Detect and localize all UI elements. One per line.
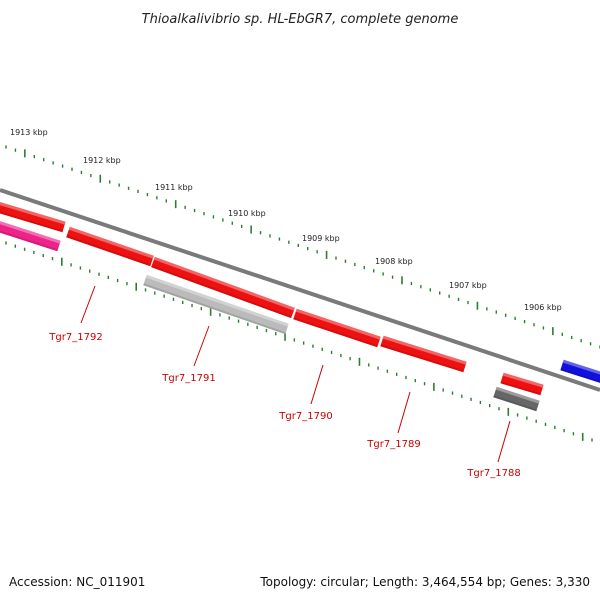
scale-label: 1906 kbp <box>524 303 562 312</box>
gene-label-leader <box>497 420 511 463</box>
genome-backbone <box>0 188 600 392</box>
gene-bar-shade <box>293 317 378 348</box>
gene-label: Tgr7_1789 <box>366 439 420 450</box>
gene-feature <box>380 335 467 373</box>
gene-bar-highlight <box>495 386 540 404</box>
gene-bar <box>493 386 540 412</box>
scale-labels: 1913 kbp 1912 kbp 1911 kbp 1910 kbp 1909 kbp… <box>10 128 562 312</box>
gene-label: Tgr7_1792 <box>48 332 102 343</box>
outer-tick-track <box>5 145 600 349</box>
gene-feature <box>560 359 600 385</box>
gene-labels: Tgr7_1792 Tgr7_1791 Tgr7_1790 Tgr7_1789 Tgr7… <box>48 285 521 479</box>
scale-label: 1907 kbp <box>449 281 487 290</box>
gene-feature <box>500 372 544 396</box>
gene-feature <box>293 308 381 348</box>
genome-summary-text: Topology: circular; Length: 3,464,554 bp… <box>259 575 590 589</box>
scale-label: 1909 kbp <box>302 234 340 243</box>
gene-features <box>0 200 600 412</box>
gene-label: Tgr7_1790 <box>278 411 332 422</box>
gene-bar-shade <box>0 228 58 252</box>
gene-label: Tgr7_1788 <box>466 468 520 479</box>
gene-bar-highlight <box>145 274 289 327</box>
gene-label-leader <box>397 391 411 434</box>
scale-label: 1910 kbp <box>228 209 266 218</box>
gene-bar-shade <box>560 368 600 385</box>
gene-bar <box>560 359 600 385</box>
gene-bar <box>0 219 61 252</box>
gene-bar-highlight <box>382 335 467 365</box>
gene-feature <box>66 226 154 267</box>
gene-bar-highlight <box>153 256 295 311</box>
gene-bar-shade <box>0 209 63 233</box>
scale-label: 1908 kbp <box>375 257 413 266</box>
gene-label-leader <box>310 364 324 405</box>
gene-bar-shade <box>380 344 464 373</box>
gene-bar-highlight <box>0 219 61 244</box>
gene-feature <box>143 274 289 335</box>
gene-bar-shade <box>66 235 151 267</box>
gene-bar-shade <box>151 265 292 319</box>
gene-bar <box>0 200 66 233</box>
gene-bar-shade <box>143 283 286 335</box>
gene-label: Tgr7_1791 <box>161 373 215 384</box>
gene-bar <box>500 372 544 396</box>
gene-feature <box>151 256 295 319</box>
gene-bar-highlight <box>295 308 381 340</box>
map-title: Thioalkalivibrio sp. HL-EbGR7, complete … <box>142 12 459 27</box>
scale-label: 1911 kbp <box>155 183 193 192</box>
scale-label: 1913 kbp <box>10 128 48 137</box>
gene-bar-shade <box>493 395 537 412</box>
gene-bar-highlight <box>0 200 66 225</box>
gene-bar <box>143 274 289 335</box>
gene-label-leader <box>193 325 210 367</box>
gene-label-leader <box>80 285 96 324</box>
inner-tick-track <box>5 241 593 442</box>
accession-text: Accession: NC_011901 <box>9 575 145 589</box>
scale-label: 1912 kbp <box>83 156 121 165</box>
gene-bar-highlight <box>502 372 544 388</box>
gene-bar <box>151 256 295 319</box>
gene-feature <box>493 386 540 412</box>
gene-bar-highlight <box>68 226 154 259</box>
gene-bar-highlight <box>562 359 600 377</box>
gene-bar <box>380 335 467 373</box>
gene-bar <box>66 226 154 267</box>
gene-bar-shade <box>500 381 541 396</box>
gene-bar <box>293 308 381 348</box>
gene-feature <box>0 200 66 233</box>
gene-feature <box>0 219 61 252</box>
